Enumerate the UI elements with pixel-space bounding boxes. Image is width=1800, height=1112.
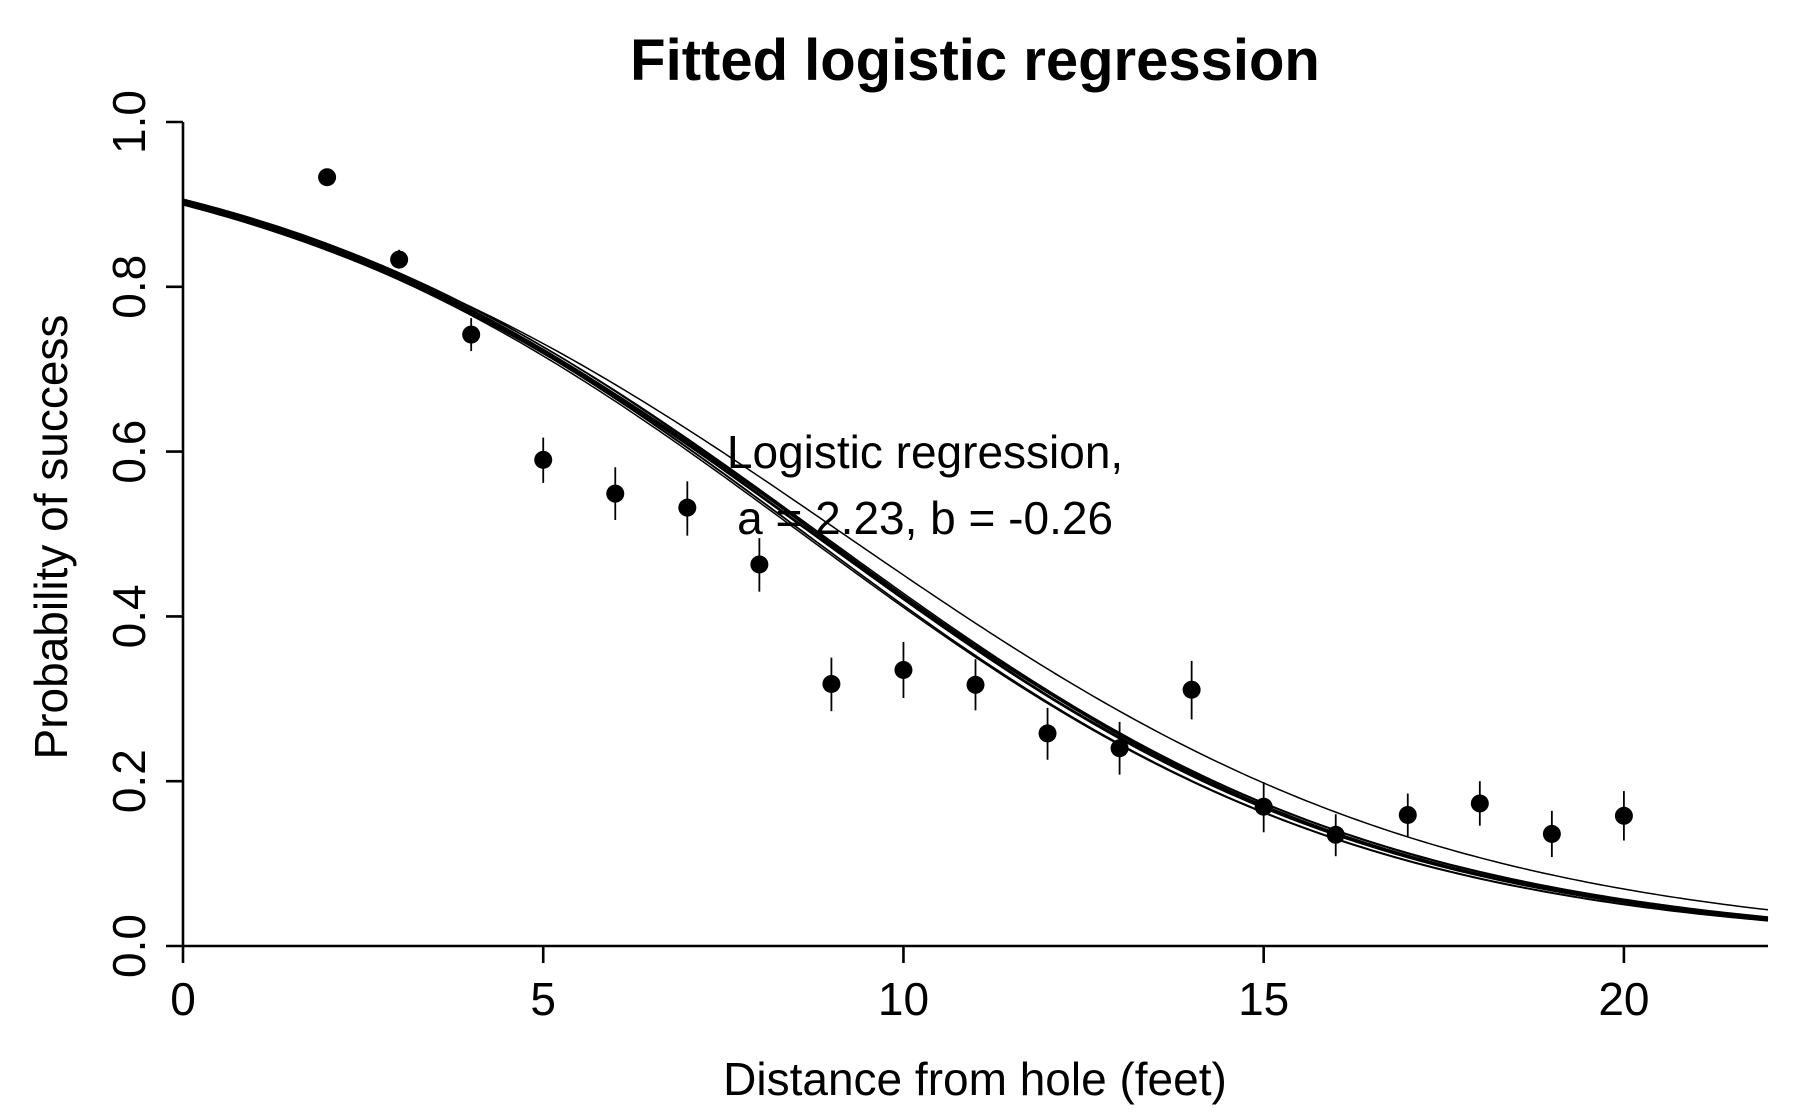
y-axis-label: Probability of success — [25, 315, 77, 760]
x-axis-label: Distance from hole (feet) — [723, 1053, 1227, 1105]
fitted-curve-11 — [182, 201, 1769, 920]
axes: 0 5 10 15 20 0.0 0.2 0.4 0.6 0.8 1.0 — [103, 90, 1768, 1025]
annotations: Logistic regression, a = 2.23, b = -0.26 — [727, 426, 1123, 544]
fitted-curve-15 — [182, 204, 1769, 918]
data-point-16 — [1326, 825, 1345, 844]
x-tick-label-15: 15 — [1238, 973, 1289, 1025]
fitted-curve-9 — [182, 199, 1769, 920]
fitted-curve-6 — [182, 201, 1769, 922]
fitted-curve-7 — [182, 202, 1769, 919]
y-tick-label-0.6: 0.6 — [103, 420, 155, 484]
chart-title: Fitted logistic regression — [630, 28, 1320, 93]
fitted-curve-2 — [182, 202, 1769, 920]
x-tick-label-10: 10 — [878, 973, 929, 1025]
fitted-curves — [182, 198, 1769, 922]
fitted-curve-3 — [182, 200, 1769, 920]
error-bars — [398, 249, 1625, 858]
annotation-line-1: Logistic regression, — [727, 426, 1123, 478]
y-tick-label-0.4: 0.4 — [103, 584, 155, 648]
fitted-curve-1 — [182, 201, 1769, 920]
fitted-curve-14 — [182, 198, 1769, 921]
data-point-10 — [894, 660, 913, 679]
data-point-20 — [1614, 806, 1633, 825]
data-point-3 — [390, 250, 409, 269]
y-tick-label-0.8: 0.8 — [103, 255, 155, 319]
data-point-7 — [678, 498, 697, 517]
data-point-5 — [534, 450, 553, 469]
x-tick-label-20: 20 — [1598, 973, 1649, 1025]
data-point-13 — [1110, 739, 1129, 758]
annotation-line-2: a = 2.23, b = -0.26 — [737, 492, 1113, 544]
fitted-curve-5 — [182, 199, 1769, 921]
data-point-17 — [1398, 805, 1417, 824]
fitted-curve-16 — [182, 203, 1769, 911]
fitted-curve-4 — [182, 202, 1769, 919]
x-tick-label-0: 0 — [170, 973, 196, 1025]
data-point-8 — [750, 555, 769, 574]
y-tick-label-0.2: 0.2 — [103, 749, 155, 813]
data-point-19 — [1542, 824, 1561, 843]
fitted-curve-10 — [182, 203, 1769, 919]
data-point-15 — [1254, 797, 1273, 816]
data-point-18 — [1470, 794, 1489, 813]
data-points — [318, 168, 1633, 844]
data-point-9 — [822, 674, 841, 693]
data-point-11 — [966, 675, 985, 694]
fitted-curve-13 — [182, 202, 1769, 922]
y-tick-label-1.0: 1.0 — [103, 90, 155, 154]
x-tick-label-5: 5 — [530, 973, 556, 1025]
fitted-curve-8 — [182, 200, 1769, 922]
data-point-2 — [318, 168, 337, 187]
data-point-4 — [462, 325, 481, 344]
data-point-14 — [1182, 680, 1201, 699]
fitted-curve-12 — [182, 199, 1769, 919]
data-point-12 — [1038, 724, 1057, 743]
y-tick-label-0.0: 0.0 — [103, 914, 155, 978]
data-point-6 — [606, 484, 625, 503]
